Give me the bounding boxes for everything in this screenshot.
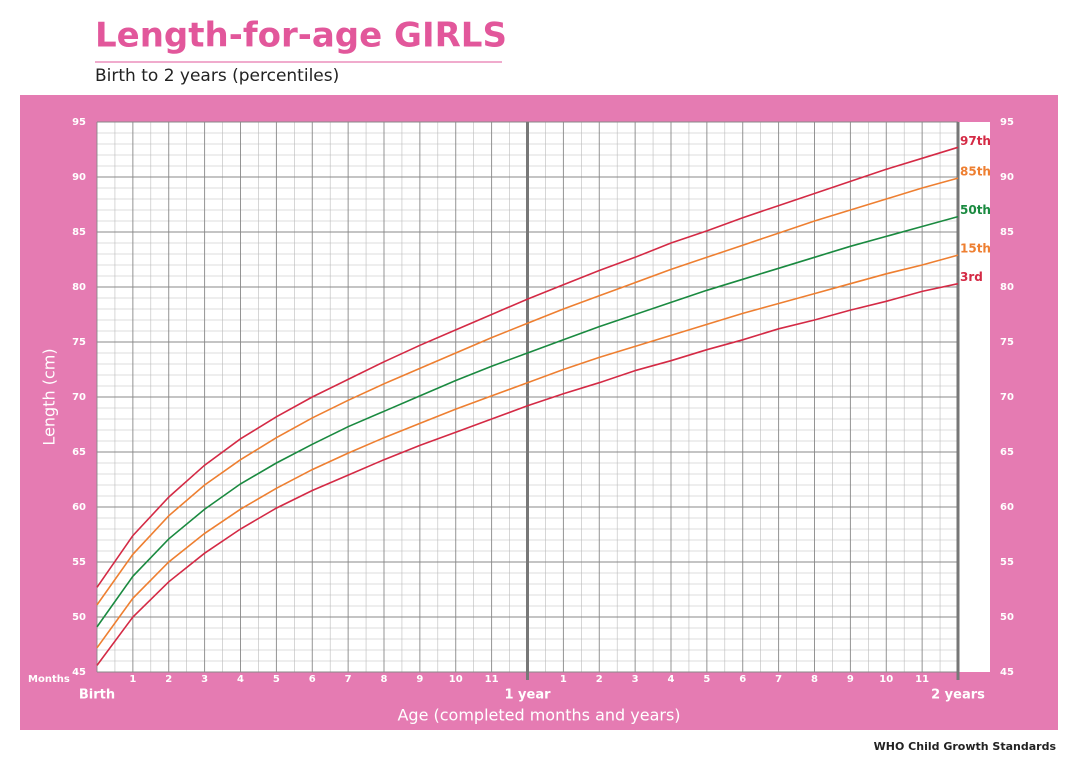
y-tick-label: 55 [72,557,86,568]
y-tick-label-right: 65 [1000,447,1014,458]
x-tick-label: 2 [165,674,172,685]
y-tick-label: 85 [72,227,86,238]
y-tick-label: 70 [72,392,86,403]
x-tick-label: 3 [201,674,208,685]
x-tick-label: 10 [449,674,463,685]
x-tick-label: 2 [596,674,603,685]
percentile-line [96,146,959,588]
x-tick-label: 10 [879,674,893,685]
y-tick-label: 95 [72,117,86,128]
x-tick-label: 9 [847,674,854,685]
x-tick-label: 2 years [931,688,985,703]
x-axis-label: Age (completed months and years) [397,706,680,725]
series-label: 97th [960,134,991,148]
series-label: 3rd [960,270,983,284]
chart-subtitle: Birth to 2 years (percentiles) [95,66,339,86]
y-tick-label-right: 85 [1000,227,1014,238]
x-tick-label: 4 [668,674,675,685]
chart-title: Length-for-age GIRLS [95,16,507,56]
percentile-line [96,254,959,649]
x-tick-label: 8 [811,674,818,685]
y-tick-label: 75 [72,337,86,348]
series-label: 85th [960,165,991,179]
y-tick-label: 80 [72,282,86,293]
x-tick-label: 1 year [504,688,551,703]
footer: WHO Child Growth Standards [874,740,1057,753]
series-label: 15th [960,242,991,256]
y-tick-label: 50 [72,612,86,623]
y-axis-label: Length (cm) [40,348,59,445]
x-tick-label: 8 [381,674,388,685]
x-tick-label: 1 [129,674,136,685]
x-tick-label: 6 [309,674,316,685]
x-tick-label: 11 [915,674,929,685]
y-tick-label-right: 95 [1000,117,1014,128]
percentile-line [96,282,959,666]
y-tick-label-right: 80 [1000,282,1014,293]
x-tick-label: 5 [703,674,710,685]
y-tick-label-right: 50 [1000,612,1014,623]
x-tick-label: 9 [416,674,423,685]
x-tick-label: Birth [79,688,115,703]
percentile-line [96,177,959,606]
y-tick-label: 90 [72,172,86,183]
series-label: 50th [960,203,991,217]
x-tick-label: 4 [237,674,244,685]
x-tick-label: 6 [739,674,746,685]
y-tick-label-right: 60 [1000,502,1014,513]
x-tick-label: 7 [345,674,352,685]
y-tick-label: 45 [72,667,86,678]
y-tick-label-right: 45 [1000,667,1014,678]
y-tick-label: 65 [72,447,86,458]
y-tick-label-right: 90 [1000,172,1014,183]
x-unit-label: Months [28,674,70,685]
x-tick-label: 5 [273,674,280,685]
x-tick-label: 1 [560,674,567,685]
x-tick-label: 11 [485,674,499,685]
x-tick-label: 7 [775,674,782,685]
y-tick-label-right: 70 [1000,392,1014,403]
percentile-line [96,215,959,628]
y-tick-label-right: 55 [1000,557,1014,568]
x-tick-label: 3 [632,674,639,685]
y-tick-label: 60 [72,502,86,513]
y-tick-label-right: 75 [1000,337,1014,348]
